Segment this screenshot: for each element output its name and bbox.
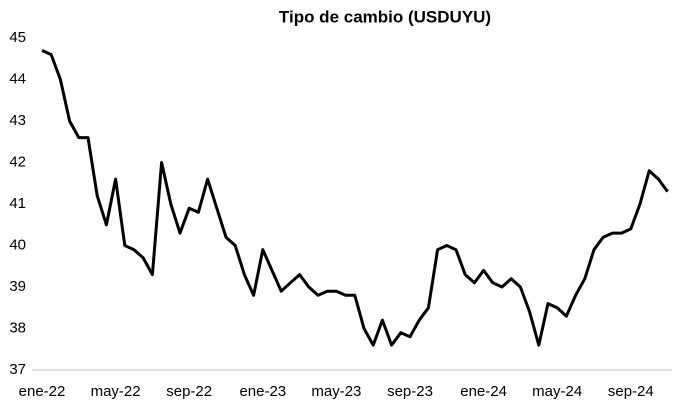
y-tick-label: 45 (9, 29, 26, 46)
y-tick-label: 41 (9, 195, 26, 212)
x-tick-label: may-23 (311, 383, 361, 400)
x-tick-label: ene-24 (460, 383, 507, 400)
x-tick-label: sep-24 (608, 383, 654, 400)
x-tick-label: ene-22 (19, 383, 66, 400)
x-tick-label: sep-23 (387, 383, 433, 400)
y-tick-label: 44 (9, 70, 26, 87)
y-tick-label: 39 (9, 278, 26, 295)
y-tick-label: 40 (9, 236, 26, 253)
y-tick-label: 37 (9, 361, 26, 378)
x-tick-label: may-24 (532, 383, 582, 400)
y-tick-label: 38 (9, 319, 26, 336)
y-tick-label: 42 (9, 153, 26, 170)
x-tick-label: sep-22 (166, 383, 212, 400)
x-tick-label: ene-23 (239, 383, 286, 400)
y-tick-label: 43 (9, 112, 26, 129)
x-tick-label: may-22 (91, 383, 141, 400)
chart-title: Tipo de cambio (USDUYU) (279, 7, 491, 26)
line-series (41, 49, 669, 347)
